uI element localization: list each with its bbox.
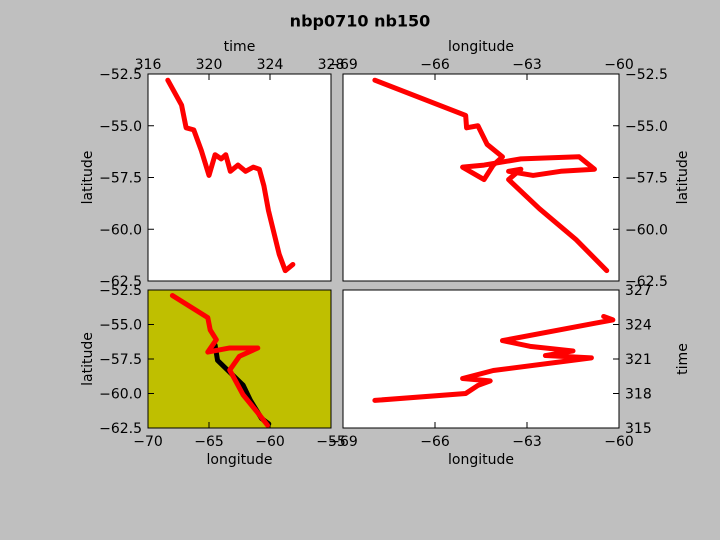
plot-area [148, 74, 331, 281]
x-tick-label: 328 [318, 57, 345, 73]
x-tick-label: −63 [512, 434, 542, 450]
plot-frame [342, 73, 620, 282]
y-axis-label: time [675, 343, 691, 375]
y-tick-label: −55.0 [99, 119, 142, 135]
plot-frame [147, 73, 332, 282]
track-line [165, 77, 296, 274]
plot-frame [342, 289, 620, 429]
x-axis-label: longitude [448, 452, 514, 468]
y-tick-label: −55.0 [625, 119, 668, 135]
y-tick-label: 321 [625, 352, 652, 368]
x-tick-label: −60 [604, 434, 634, 450]
x-tick-label: −60 [604, 57, 634, 73]
plot-frame [147, 289, 332, 429]
y-tick-label: −52.5 [99, 67, 142, 83]
y-tick-label: −62.5 [625, 274, 668, 290]
x-tick-label: −69 [328, 434, 358, 450]
y-tick-label: 318 [625, 387, 652, 403]
x-axis-label: longitude [448, 39, 514, 55]
x-tick-label: 324 [257, 57, 284, 73]
y-tick-label: −55.0 [99, 318, 142, 334]
figure-title: nbp0710 nb150 [290, 12, 431, 31]
x-tick-label: −60 [255, 434, 285, 450]
y-tick-label: 324 [625, 318, 652, 334]
y-tick-label: −60.0 [99, 387, 142, 403]
y-tick-label: −60.0 [625, 222, 668, 238]
track-line [372, 77, 610, 274]
x-tick-label: 320 [196, 57, 223, 73]
y-tick-label: −57.5 [99, 352, 142, 368]
y-tick-label: −52.5 [99, 283, 142, 299]
track-line [372, 313, 616, 403]
x-tick-label: −63 [512, 57, 542, 73]
y-tick-label: 327 [625, 283, 652, 299]
y-tick-label: −60.0 [99, 222, 142, 238]
y-tick-label: 315 [625, 421, 652, 437]
x-axis-label: longitude [207, 452, 273, 468]
x-tick-label: −65 [194, 434, 224, 450]
y-tick-label: −57.5 [99, 171, 142, 187]
y-tick-label: −57.5 [625, 171, 668, 187]
y-tick-label: −62.5 [99, 421, 142, 437]
track-line [169, 293, 271, 428]
x-tick-label: −66 [420, 57, 450, 73]
x-axis-label: time [224, 39, 256, 55]
y-axis-label: latitude [80, 151, 96, 205]
x-tick-label: −70 [133, 434, 163, 450]
x-tick-label: −69 [328, 57, 358, 73]
y-axis-label: latitude [80, 332, 96, 386]
y-tick-label: −52.5 [625, 67, 668, 83]
x-tick-label: 316 [135, 57, 162, 73]
x-tick-label: −55 [316, 434, 346, 450]
y-tick-label: −62.5 [99, 274, 142, 290]
y-axis-label: latitude [675, 151, 691, 205]
x-tick-label: −66 [420, 434, 450, 450]
